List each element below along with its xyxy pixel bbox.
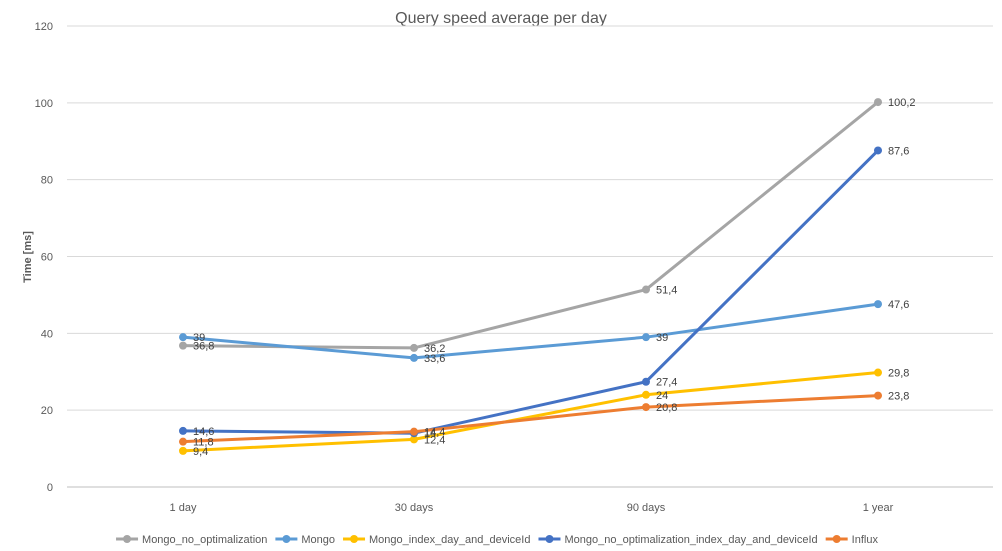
data-label: 51,4 — [656, 285, 677, 297]
data-label: 14,6 — [193, 426, 214, 438]
data-point — [642, 333, 650, 342]
series-line-4 — [181, 394, 880, 444]
data-label: 27,4 — [656, 377, 677, 389]
y-tick-label: 20 — [41, 405, 53, 417]
legend-swatch-marker — [545, 535, 554, 543]
y-axis-ticks: 0 20 40 60 80 100 120 — [35, 21, 53, 494]
data-point — [642, 403, 650, 412]
data-point — [179, 446, 187, 455]
series-group — [179, 98, 882, 455]
legend: Mongo_no_optimalization Mongo Mongo_index_… — [116, 534, 878, 546]
y-tick-label: 0 — [47, 482, 53, 494]
legend-swatch-marker — [123, 535, 132, 543]
y-tick-label: 80 — [41, 175, 53, 187]
legend-label: Mongo — [301, 534, 335, 546]
data-labels: 36,8 36,2 51,4 100,2 39 33,6 39 47,6 9,4 12,4 24 29… — [193, 97, 916, 458]
data-label: 39 — [656, 332, 668, 344]
data-label: 33,6 — [424, 353, 445, 365]
series-line-1 — [181, 302, 880, 360]
data-label: 87,6 — [888, 145, 909, 157]
legend-swatch-marker — [282, 535, 291, 543]
data-label: 29,8 — [888, 368, 909, 380]
legend-label: Mongo_no_optimalization_index_day_and_de… — [564, 534, 817, 546]
legend-label: Mongo_index_day_and_deviceId — [369, 534, 530, 546]
data-point — [642, 285, 650, 294]
legend-label: Mongo_no_optimalization — [142, 534, 267, 546]
data-point — [874, 300, 882, 309]
x-tick-label: 1 day — [170, 502, 197, 514]
data-point — [410, 343, 418, 352]
legend-label: Influx — [852, 534, 879, 546]
data-point — [179, 341, 187, 350]
data-label: 14 — [424, 428, 436, 440]
y-tick-label: 40 — [41, 328, 53, 340]
data-label: 39 — [193, 332, 205, 344]
series-line-2 — [181, 371, 880, 453]
x-axis-ticks: 1 day 30 days 90 days 1 year — [170, 502, 894, 514]
data-label: 36,8 — [193, 341, 214, 353]
x-tick-label: 30 days — [395, 502, 434, 514]
data-label: 100,2 — [888, 97, 916, 109]
data-point — [179, 437, 187, 446]
data-label: 12,4 — [424, 434, 445, 446]
data-point — [410, 435, 418, 444]
data-point — [642, 377, 650, 386]
data-label: 23,8 — [888, 391, 909, 403]
data-point — [874, 391, 882, 400]
data-label: 24 — [656, 390, 668, 402]
data-label: 47,6 — [888, 299, 909, 311]
data-point — [410, 427, 418, 436]
data-point — [642, 390, 650, 399]
gridlines — [67, 25, 993, 488]
x-tick-label: 1 year — [863, 502, 894, 514]
legend-swatch-marker — [832, 535, 841, 543]
data-point — [179, 426, 187, 435]
x-tick-label: 90 days — [627, 502, 666, 514]
y-tick-label: 60 — [41, 252, 53, 264]
data-label: 20,8 — [656, 402, 677, 414]
data-point — [874, 146, 882, 155]
data-label: 9,4 — [193, 446, 208, 458]
data-label: 14,4 — [424, 427, 445, 439]
series-line-0 — [181, 100, 880, 350]
legend-swatch-marker — [350, 535, 359, 543]
chart-title: Query speed average per day — [395, 10, 607, 27]
series-line-3 — [181, 148, 880, 435]
y-tick-label: 120 — [35, 21, 53, 33]
data-label: 11,8 — [193, 437, 214, 449]
data-point — [179, 333, 187, 342]
data-point — [874, 98, 882, 107]
data-point — [410, 353, 418, 362]
y-axis-label: Time [ms] — [22, 231, 34, 283]
data-point — [874, 368, 882, 377]
y-tick-label: 100 — [35, 98, 53, 110]
data-label: 36,2 — [424, 343, 445, 355]
